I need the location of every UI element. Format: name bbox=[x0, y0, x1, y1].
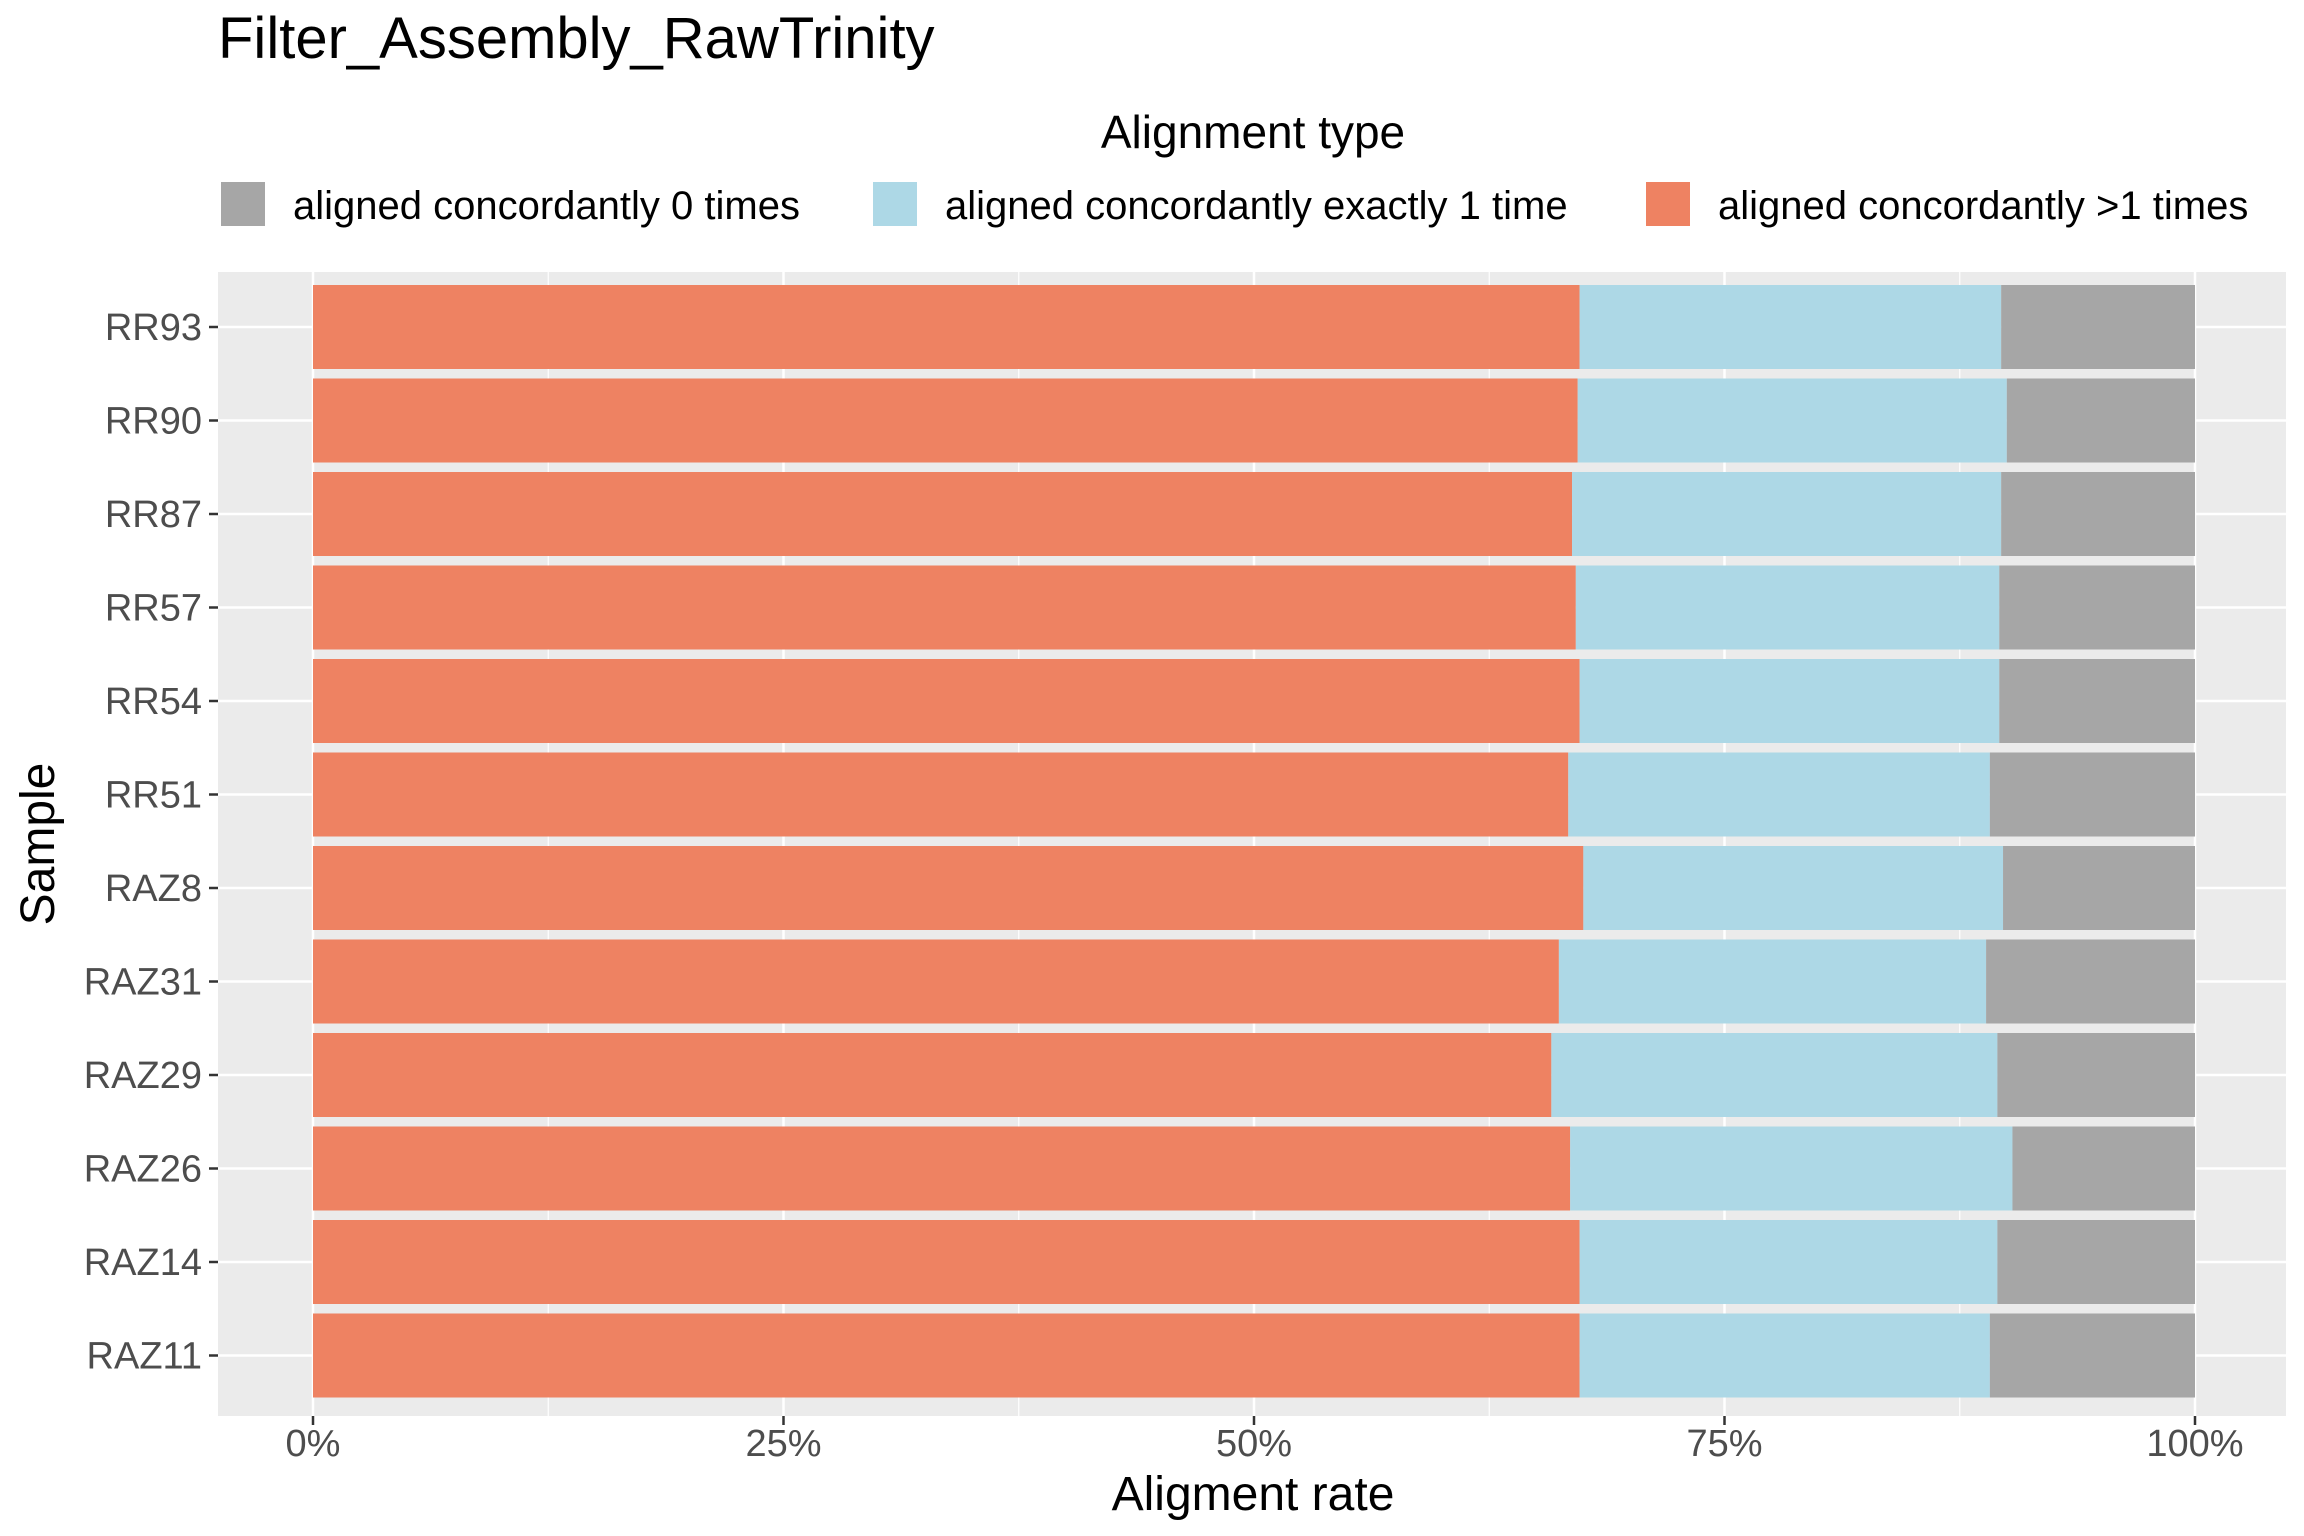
legend-key bbox=[221, 182, 265, 226]
legend-label: aligned concordantly exactly 1 time bbox=[945, 184, 1568, 228]
bar-segment bbox=[1999, 659, 2195, 743]
bar-segment bbox=[1579, 1220, 1998, 1304]
y-tick-label: RAZ29 bbox=[84, 1055, 202, 1097]
bar-segment bbox=[1583, 846, 2004, 930]
bar-segment bbox=[1579, 659, 2000, 743]
x-tick-label: 50% bbox=[1216, 1423, 1292, 1465]
bar-segment bbox=[2003, 846, 2195, 930]
bar-segment bbox=[313, 1126, 1571, 1211]
y-tick-label: RR54 bbox=[105, 681, 202, 723]
y-tick-label: RAZ26 bbox=[84, 1149, 202, 1191]
bar-segment bbox=[313, 565, 1576, 650]
y-tick-label: RAZ8 bbox=[105, 868, 202, 910]
x-tick-label: 75% bbox=[1686, 1423, 1762, 1465]
bar-segment bbox=[1579, 1313, 1990, 1398]
bar-segment bbox=[1986, 939, 2195, 1024]
bar-segment bbox=[313, 1220, 1580, 1304]
bar-segment bbox=[313, 752, 1569, 837]
bar-segment bbox=[313, 939, 1559, 1024]
bar-segment bbox=[313, 659, 1580, 743]
bar-segment bbox=[313, 472, 1573, 556]
y-tick-label: RAZ31 bbox=[84, 962, 202, 1004]
x-axis: 0% 25% 50% 75% 100% bbox=[286, 1416, 2244, 1465]
bar-segment bbox=[313, 1313, 1580, 1398]
bar-segment bbox=[313, 285, 1580, 369]
legend-label: aligned concordantly >1 times bbox=[1718, 184, 2248, 228]
bar-segment bbox=[1577, 378, 2007, 463]
legend-key bbox=[1646, 182, 1690, 226]
y-tick-label: RR87 bbox=[105, 494, 202, 536]
y-tick-label: RAZ14 bbox=[84, 1242, 202, 1284]
bar-segment bbox=[2001, 285, 2195, 369]
bar-segment bbox=[1568, 752, 1990, 837]
bar-segment bbox=[313, 378, 1578, 463]
x-tick-label: 0% bbox=[286, 1423, 341, 1465]
bar-segment bbox=[1575, 565, 2000, 650]
bar-segment bbox=[1997, 1220, 2195, 1304]
legend-key bbox=[873, 182, 917, 226]
bar-segment bbox=[313, 846, 1584, 930]
bar-segment bbox=[1989, 752, 2195, 837]
y-tick-label: RAZ11 bbox=[87, 1336, 202, 1378]
x-tick-label: 100% bbox=[2146, 1423, 2243, 1465]
x-tick-label: 25% bbox=[745, 1423, 821, 1465]
bar-segment bbox=[1997, 1033, 2195, 1117]
y-tick-label: RR93 bbox=[105, 307, 202, 349]
legend-title: Alignment type bbox=[1101, 106, 1405, 158]
y-tick-label: RR51 bbox=[105, 775, 202, 817]
y-axis-title: Sample bbox=[12, 763, 65, 926]
bar-segment bbox=[1551, 1033, 1998, 1117]
bar-segment bbox=[1572, 472, 2002, 556]
bar-segment bbox=[1989, 1313, 2195, 1398]
chart-title: Filter_Assembly_RawTrinity bbox=[218, 6, 935, 71]
legend-label: aligned concordantly 0 times bbox=[293, 184, 800, 228]
legend: aligned concordantly 0 times aligned conc… bbox=[221, 182, 2248, 228]
bars bbox=[313, 285, 2195, 1398]
bar-segment bbox=[1579, 285, 2002, 369]
x-axis-title: Aligment rate bbox=[1112, 1468, 1395, 1521]
bar-segment bbox=[313, 1033, 1552, 1117]
bar-segment bbox=[1558, 939, 1987, 1024]
bar-segment bbox=[2006, 378, 2195, 463]
bar-segment bbox=[1999, 565, 2195, 650]
y-axis: RR93 RR90 RR87 RR57 RR54 RR51 RAZ8 RAZ31 RAZ29 RA… bbox=[84, 307, 218, 1378]
bar-segment bbox=[2001, 472, 2195, 556]
y-tick-label: RR90 bbox=[105, 401, 202, 443]
y-tick-label: RR57 bbox=[105, 588, 202, 630]
bar-segment bbox=[1570, 1126, 2013, 1211]
bar-segment bbox=[2012, 1126, 2195, 1211]
